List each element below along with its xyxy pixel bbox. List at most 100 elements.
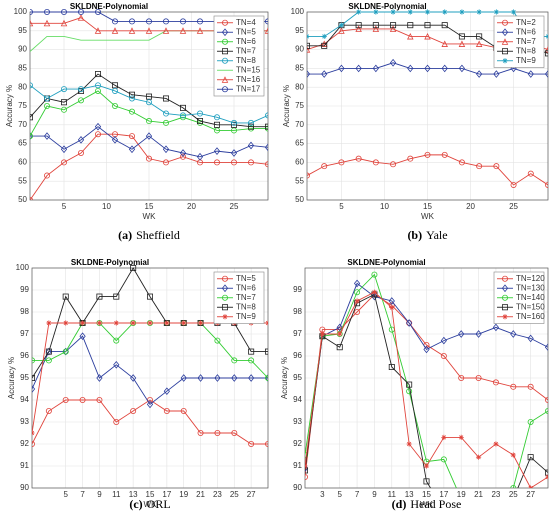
marker [264,123,268,130]
y-tick-label: 60 [295,158,304,167]
marker [128,27,136,34]
legend-label: TN=6 [236,37,256,46]
y-tick-label: 85 [295,64,304,73]
marker [371,289,378,295]
y-axis-label: Accuracy % [280,357,289,399]
marker [113,320,119,326]
marker [510,181,517,188]
marker [78,9,84,15]
marker [307,70,311,78]
marker [163,387,170,396]
marker [441,40,448,47]
marker [221,19,228,26]
legend-label: TN=15 [236,65,261,74]
marker [181,320,187,326]
marker [510,383,517,390]
x-tick-label: 5 [62,202,67,211]
marker [145,132,153,140]
marker [545,408,548,414]
marker [492,323,500,332]
marker [424,64,431,73]
panel: 90 91 92 93 94 95 96 97 98 99 100 5 7 9 11 13 15 17 19 21 23… [7,258,269,509]
marker [128,18,135,25]
marker [96,374,103,382]
legend-label: TN=6 [236,283,256,292]
caption-label: (d) [392,497,407,511]
marker [111,27,119,34]
marker [95,131,102,138]
series-line [32,399,268,445]
legend-label: TN=8 [516,46,536,55]
y-tick-label: 85 [18,64,27,73]
marker [440,336,447,345]
marker [146,293,153,300]
marker [145,99,152,106]
marker [501,38,509,45]
marker [222,314,228,320]
plot [30,9,268,200]
marker [265,18,268,25]
y-tick-label: 92 [20,439,29,448]
marker [112,82,119,89]
marker [527,334,534,343]
marker [354,289,361,296]
marker [196,27,204,34]
legend-label: TN=4 [236,18,256,27]
series-line [30,73,268,128]
marker [475,454,482,460]
marker [95,87,102,94]
axes-frame [304,267,549,489]
marker [221,28,229,37]
marker [338,27,345,34]
marker [145,118,152,125]
marker [62,293,69,300]
marker [321,70,328,78]
x-tick-label: 5 [337,490,342,499]
x-tick-label: 27 [526,490,535,499]
marker [424,22,431,29]
marker [544,343,548,352]
marker [113,418,120,425]
marker [493,441,499,447]
y-tick-label: 80 [18,82,27,91]
marker [214,374,221,382]
marker [145,18,152,25]
series-line [30,126,268,158]
caption-text: Yale [426,228,447,242]
marker [60,19,68,27]
marker [353,279,361,288]
marker [338,64,345,73]
x-tick-label: 15 [423,202,432,211]
marker [30,9,33,15]
marker [307,172,310,179]
marker [372,64,379,73]
marker [145,93,152,100]
caption-text: Head Pose [410,497,461,511]
legend-label: TN=7 [236,293,256,302]
marker [527,170,534,177]
marker [63,320,69,326]
marker [221,48,228,55]
panel: 50 55 60 65 70 75 80 85 90 95 100 5 10 15 20 25 SKLDNE-P… [5,2,269,221]
marker [96,293,103,300]
marker [62,348,69,355]
chart-title: SKLDNE-Polynomial [348,2,426,11]
marker [493,9,499,15]
marker [527,454,534,461]
marker [78,149,85,156]
marker [78,97,85,104]
marker [44,95,51,102]
marker [196,118,203,125]
marker [79,332,86,341]
marker [305,474,308,480]
y-axis-label: Accuracy % [7,357,16,399]
plot [307,9,548,188]
marker [221,86,228,93]
marker [475,330,482,338]
marker [407,155,414,162]
marker [248,357,255,364]
y-tick-label: 97 [293,329,302,338]
marker [45,348,52,355]
series-line [305,282,548,469]
legend-label: TN=5 [236,27,256,36]
